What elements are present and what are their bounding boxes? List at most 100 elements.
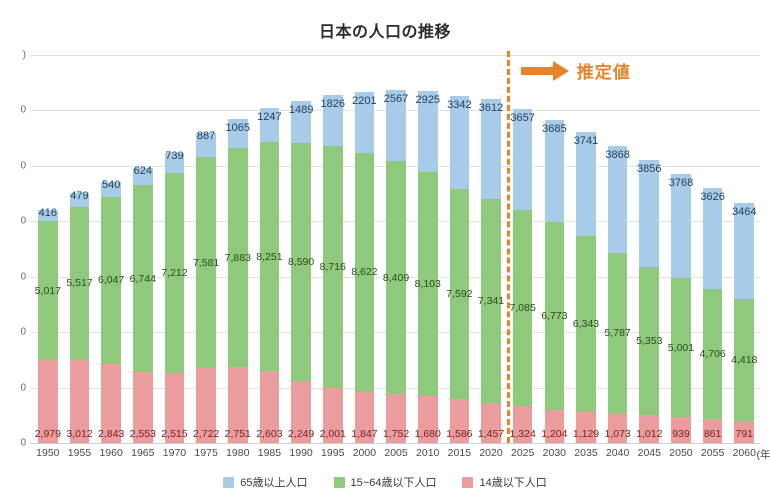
bar-column[interactable]: 2925 8,103 1,680 <box>412 55 444 443</box>
bar-column[interactable]: 624 6,744 2,553 <box>127 55 159 443</box>
segment-working-age[interactable]: 6,773 <box>541 221 567 410</box>
bar-column[interactable]: 1065 7,883 2,751 <box>222 55 254 443</box>
bar-column[interactable]: 1247 8,251 2,603 <box>254 55 286 443</box>
bar-stack[interactable]: 3741 6,343 1,129 <box>573 132 599 443</box>
segment-elderly[interactable]: 2201 <box>352 91 377 153</box>
segment-elderly[interactable]: 3768 <box>669 173 693 279</box>
segment-working-age[interactable]: 4,706 <box>699 288 726 420</box>
segment-elderly[interactable]: 3464 <box>732 202 757 299</box>
segment-children[interactable]: 791 <box>734 421 755 443</box>
bar-stack[interactable]: 2925 8,103 1,680 <box>415 90 441 443</box>
segment-elderly[interactable]: 3868 <box>605 145 630 253</box>
segment-working-age[interactable]: 5,787 <box>605 252 631 414</box>
segment-children[interactable]: 2,843 <box>98 364 124 443</box>
bar-stack[interactable]: 3657 7,085 1,324 <box>510 108 536 443</box>
segment-working-age[interactable]: 7,883 <box>225 148 251 367</box>
segment-elderly[interactable]: 3685 <box>542 119 567 222</box>
segment-working-age[interactable]: 7,212 <box>161 173 188 374</box>
bar-stack[interactable]: 624 6,744 2,553 <box>130 166 156 443</box>
segment-children[interactable]: 2,515 <box>161 373 188 443</box>
segment-working-age[interactable]: 5,517 <box>66 206 93 360</box>
bar-stack[interactable]: 3685 6,773 1,204 <box>541 119 567 443</box>
segment-working-age[interactable]: 7,085 <box>510 209 536 407</box>
legend-item[interactable]: 14歳以下人口 <box>462 474 547 490</box>
segment-elderly[interactable]: 479 <box>69 191 90 207</box>
bar-column[interactable]: 3657 7,085 1,324 <box>507 55 539 443</box>
segment-working-age[interactable]: 7,341 <box>478 199 504 403</box>
bar-stack[interactable]: 2567 8,409 1,752 <box>383 90 409 443</box>
bar-column[interactable]: 3741 6,343 1,129 <box>570 55 602 443</box>
segment-elderly[interactable]: 2925 <box>415 90 440 172</box>
bar-stack[interactable]: 3856 5,353 1,012 <box>636 159 662 443</box>
segment-children[interactable]: 2,603 <box>256 370 283 443</box>
bar-stack[interactable]: 1247 8,251 2,603 <box>256 107 283 443</box>
segment-children[interactable]: 939 <box>671 416 691 443</box>
segment-working-age[interactable]: 5,001 <box>668 278 694 417</box>
segment-working-age[interactable]: 8,251 <box>256 142 283 371</box>
segment-children[interactable]: 3,012 <box>66 359 93 443</box>
segment-children[interactable]: 1,012 <box>636 414 662 443</box>
bar-stack[interactable]: 1065 7,883 2,751 <box>225 118 251 443</box>
segment-children[interactable]: 2,722 <box>193 367 219 443</box>
segment-children[interactable]: 2,751 <box>225 366 251 443</box>
segment-working-age[interactable]: 8,716 <box>320 146 346 388</box>
legend-item[interactable]: 65歳以上人口 <box>223 474 308 490</box>
bar-stack[interactable]: 3612 7,341 1,457 <box>478 99 504 443</box>
segment-children[interactable]: 1,204 <box>541 409 567 443</box>
bar-column[interactable]: 3464 4,418 791 <box>728 55 760 443</box>
bar-column[interactable]: 1489 8,590 2,249 <box>285 55 317 443</box>
bar-stack[interactable]: 2201 8,622 1,847 <box>351 91 378 443</box>
segment-elderly[interactable]: 416 <box>38 207 58 222</box>
bar-column[interactable]: 1826 8,716 2,001 <box>317 55 349 443</box>
segment-working-age[interactable]: 8,622 <box>351 152 378 392</box>
segment-children[interactable]: 1,129 <box>573 411 599 443</box>
segment-children[interactable]: 2,249 <box>288 380 314 443</box>
bar-stack[interactable]: 416 5,017 2,979 <box>35 207 61 443</box>
segment-elderly[interactable]: 3342 <box>447 96 472 189</box>
bar-stack[interactable]: 3626 4,706 861 <box>699 188 726 443</box>
bar-column[interactable]: 3768 5,001 939 <box>665 55 697 443</box>
segment-elderly[interactable]: 624 <box>132 166 153 186</box>
bar-column[interactable]: 3856 5,353 1,012 <box>633 55 665 443</box>
bar-column[interactable]: 3342 7,592 1,586 <box>444 55 476 443</box>
bar-stack[interactable]: 540 6,047 2,843 <box>98 179 124 443</box>
bar-column[interactable]: 3612 7,341 1,457 <box>475 55 507 443</box>
segment-elderly[interactable]: 3741 <box>574 132 598 236</box>
segment-elderly[interactable]: 1489 <box>289 101 313 143</box>
segment-elderly[interactable]: 3626 <box>700 188 725 289</box>
bar-column[interactable]: 3868 5,787 1,073 <box>602 55 634 443</box>
bar-column[interactable]: 479 5,517 3,012 <box>64 55 96 443</box>
bar-stack[interactable]: 3464 4,418 791 <box>731 202 757 443</box>
bar-stack[interactable]: 739 7,212 2,515 <box>161 150 188 443</box>
segment-elderly[interactable]: 3657 <box>510 108 535 210</box>
segment-elderly[interactable]: 1065 <box>226 118 250 149</box>
segment-children[interactable]: 1,457 <box>478 402 504 443</box>
segment-children[interactable]: 1,324 <box>510 406 536 443</box>
segment-working-age[interactable]: 6,744 <box>130 185 156 373</box>
segment-children[interactable]: 2,001 <box>320 387 346 443</box>
segment-children[interactable]: 861 <box>702 419 723 443</box>
bar-stack[interactable]: 1489 8,590 2,249 <box>288 101 314 443</box>
bar-column[interactable]: 540 6,047 2,843 <box>95 55 127 443</box>
bar-stack[interactable]: 3342 7,592 1,586 <box>446 96 473 443</box>
bar-column[interactable]: 3685 6,773 1,204 <box>539 55 571 443</box>
segment-elderly[interactable]: 739 <box>164 150 185 174</box>
segment-children[interactable]: 2,979 <box>35 360 61 443</box>
segment-working-age[interactable]: 6,343 <box>573 235 599 412</box>
bar-stack[interactable]: 479 5,517 3,012 <box>66 191 93 443</box>
segment-elderly[interactable]: 2567 <box>384 90 408 162</box>
segment-elderly[interactable]: 887 <box>196 130 216 158</box>
bar-column[interactable]: 2567 8,409 1,752 <box>380 55 412 443</box>
segment-children[interactable]: 1,847 <box>351 391 378 443</box>
segment-elderly[interactable]: 1247 <box>257 107 282 143</box>
bar-stack[interactable]: 1826 8,716 2,001 <box>320 95 346 443</box>
legend-item[interactable]: 15~64歳以下人口 <box>333 474 436 490</box>
bar-column[interactable]: 2201 8,622 1,847 <box>349 55 381 443</box>
segment-children[interactable]: 1,073 <box>605 413 631 443</box>
segment-working-age[interactable]: 4,418 <box>731 298 757 422</box>
segment-children[interactable]: 1,752 <box>383 394 409 443</box>
segment-elderly[interactable]: 3612 <box>479 99 503 200</box>
bar-stack[interactable]: 3768 5,001 939 <box>668 173 694 443</box>
segment-working-age[interactable]: 5,353 <box>636 266 662 415</box>
bar-column[interactable]: 887 7,581 2,722 <box>190 55 222 443</box>
